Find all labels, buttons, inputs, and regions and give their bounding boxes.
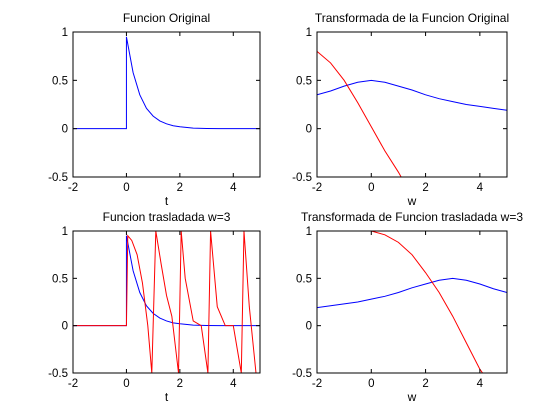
- x-tick-label: -2: [312, 378, 322, 390]
- y-tick-label: 1: [306, 226, 312, 238]
- subplot-title: Funcion trasladada w=3: [103, 210, 231, 224]
- subplot-title: Transformada de la Funcion Original: [315, 11, 509, 25]
- series-line-2: [317, 50, 402, 177]
- x-tick-label: 2: [422, 182, 428, 194]
- series-line-1: [317, 79, 507, 111]
- axes-frame: [316, 31, 508, 178]
- y-tick-label: 1: [306, 27, 312, 39]
- x-tick-label: 0: [123, 378, 129, 390]
- series-line-2: [73, 231, 257, 373]
- x-tick-label: 4: [230, 182, 237, 194]
- x-tick-label: -2: [68, 378, 78, 390]
- series-line-2: [371, 231, 483, 373]
- x-tick-label: 4: [230, 378, 237, 390]
- y-tick-label: 0.5: [52, 75, 68, 87]
- series-line-1: [73, 235, 260, 327]
- subplot-1: -2 0 2 4 -0.5 0 0.5 1 Funcion Original t: [48, 11, 261, 208]
- x-tick-label: 0: [368, 182, 374, 194]
- x-tick-label: 0: [368, 378, 374, 390]
- subplot-3: -2 0 2 4 -0.5 0 0.5 1 Funcion trasladada w=3 t: [48, 210, 261, 404]
- y-tick-label: -0.5: [292, 368, 312, 380]
- y-tick-label: 0: [306, 124, 312, 136]
- y-tick-label: -0.5: [292, 172, 312, 184]
- subplot-4: -2 0 2 4 -0.5 0 0.5 1 Transformada de Funcion tr…: [292, 210, 523, 404]
- x-tick-label: 0: [123, 182, 129, 194]
- y-tick-label: 0.5: [296, 273, 312, 285]
- y-tick-label: -0.5: [48, 172, 68, 184]
- y-tick-label: 0.5: [52, 273, 68, 285]
- x-tick-label: 4: [477, 378, 484, 390]
- x-tick-label: -2: [312, 182, 322, 194]
- x-axis-label: t: [165, 390, 169, 404]
- x-tick-label: 2: [177, 182, 183, 194]
- axes-frame: [72, 31, 261, 178]
- x-axis-label: w: [407, 194, 417, 208]
- y-tick-label: 0: [62, 321, 68, 333]
- axes-frame: [316, 230, 508, 374]
- y-tick-label: 1: [62, 27, 68, 39]
- y-tick-label: 0: [306, 321, 312, 333]
- subplot-title: Funcion Original: [123, 11, 210, 25]
- subplot-title: Transformada de Funcion trasladada w=3: [301, 210, 523, 224]
- y-tick-label: 1: [62, 226, 68, 238]
- x-tick-label: 2: [422, 378, 428, 390]
- x-axis-label: t: [165, 194, 169, 208]
- series-line-1: [317, 277, 507, 309]
- x-tick-label: 4: [477, 182, 484, 194]
- axes-frame: [72, 230, 261, 374]
- series-line-1: [73, 36, 260, 130]
- x-tick-label: 2: [177, 378, 183, 390]
- y-tick-label: -0.5: [48, 368, 68, 380]
- y-tick-label: 0.5: [296, 75, 312, 87]
- x-tick-label: -2: [68, 182, 78, 194]
- y-tick-label: 0: [62, 124, 68, 136]
- x-axis-label: w: [407, 390, 417, 404]
